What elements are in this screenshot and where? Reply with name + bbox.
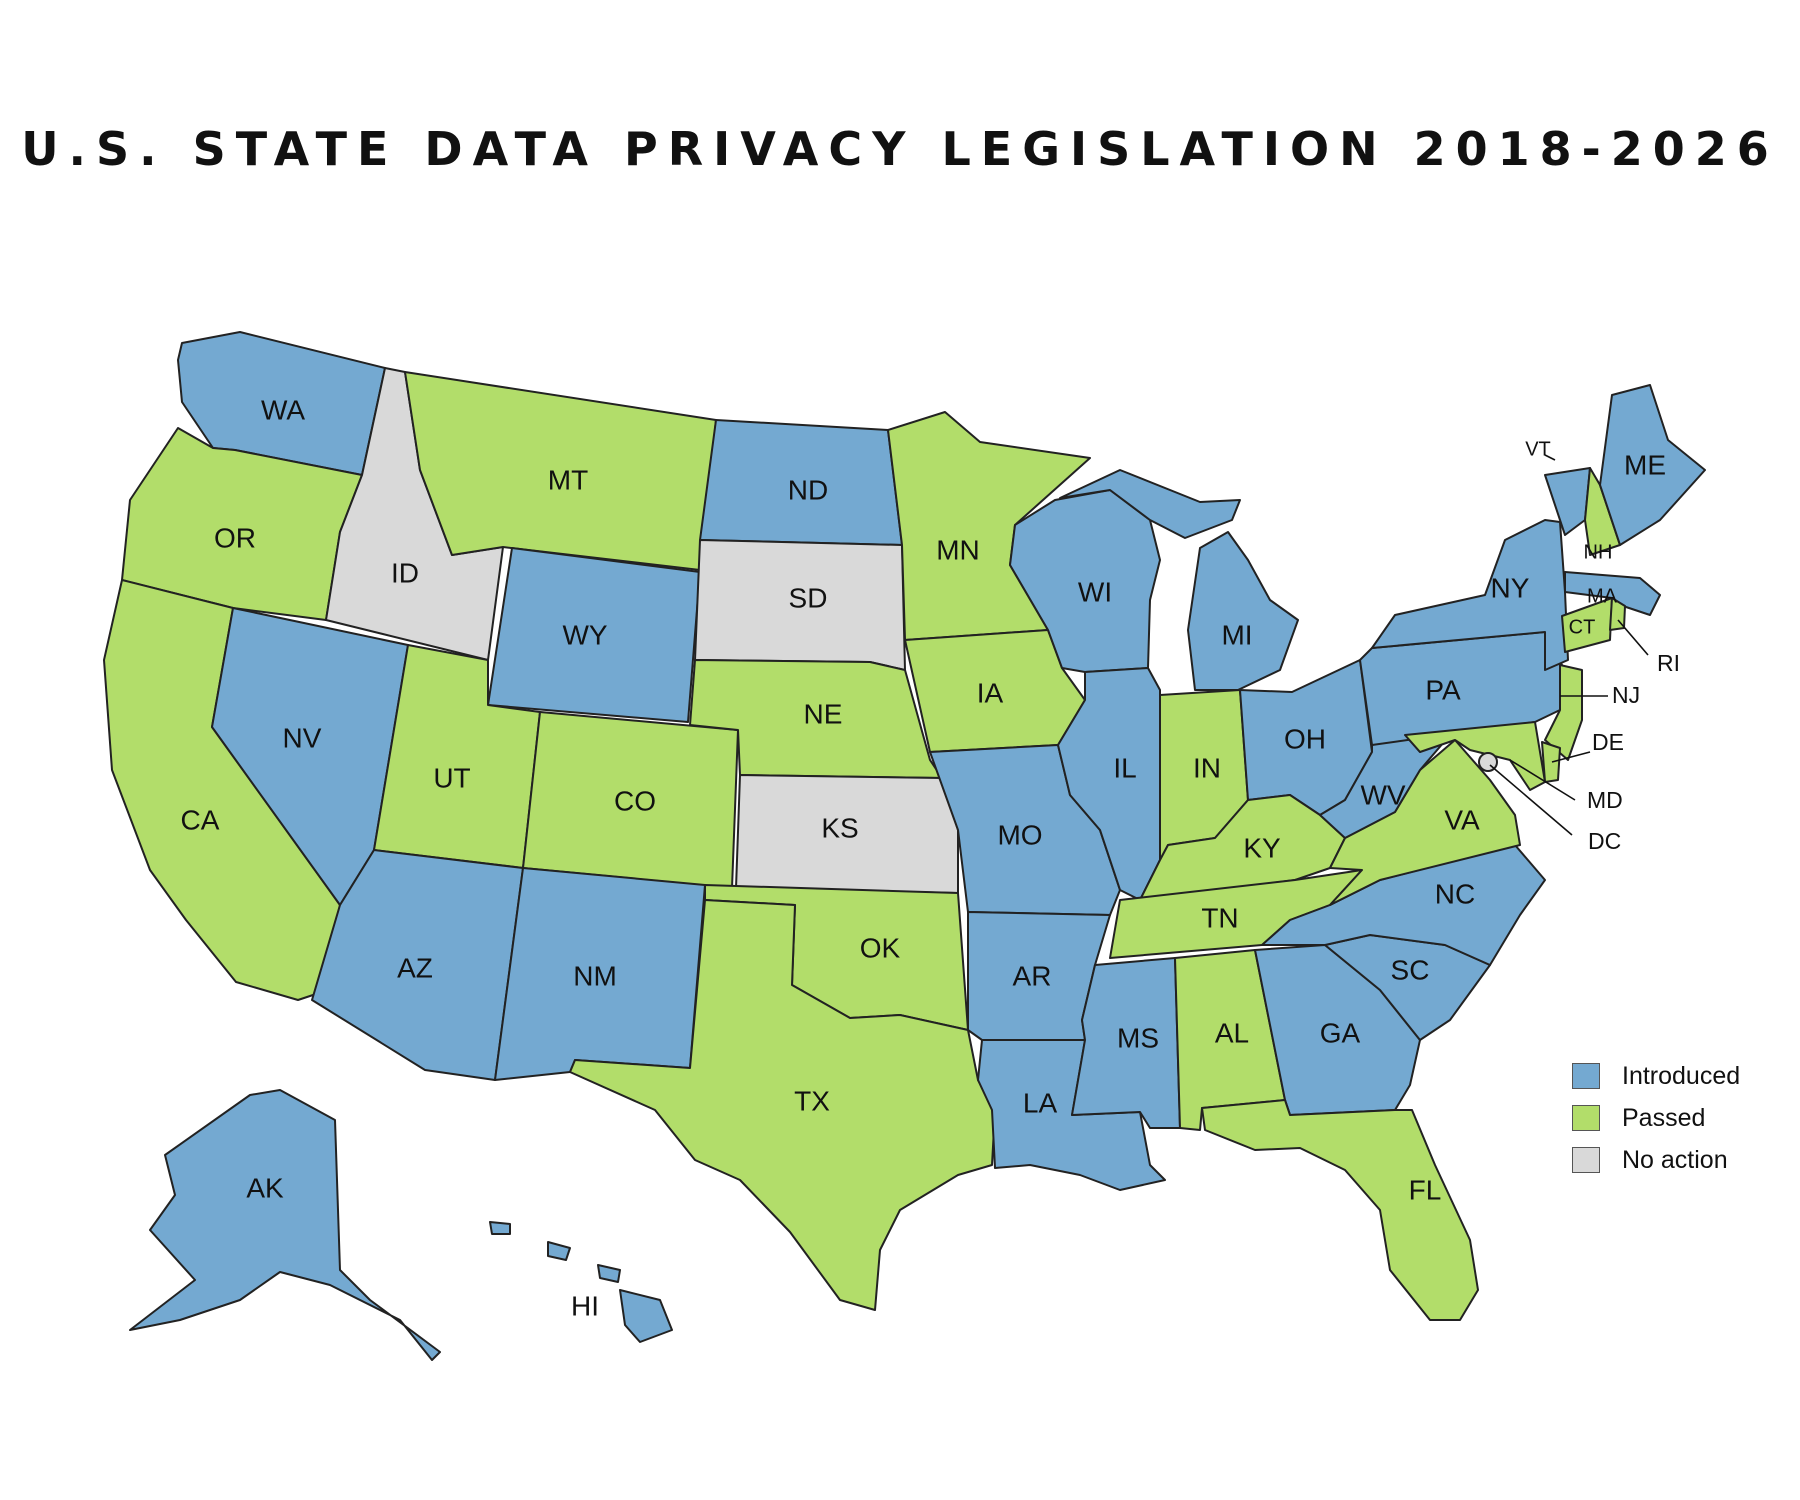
state-label-MD: MD [1587,787,1623,813]
state-label-SC: SC [1391,954,1430,985]
state-shape-HI-2[interactable] [597,1264,621,1283]
state-label-DC: DC [1588,828,1621,854]
state-shape-HI-4[interactable] [489,1221,511,1235]
legend-item-passed: Passed [1572,1097,1740,1139]
state-label-IA: IA [977,677,1004,708]
state-shape-IL[interactable] [1057,667,1161,901]
leader-line-DC [1489,764,1573,836]
legend-swatch-passed [1572,1105,1600,1131]
state-label-WI: WI [1078,576,1112,607]
state-label-LA: LA [1023,1087,1058,1118]
state-shape-NJ[interactable] [1544,664,1583,761]
state-label-IN: IN [1193,752,1221,783]
legend-label-no-action: No action [1622,1145,1728,1174]
state-label-ND: ND [788,474,828,505]
legend-item-no-action: No action [1572,1139,1740,1181]
state-shape-MI[interactable] [1187,531,1299,691]
state-label-NH: NH [1584,541,1613,563]
state-label-NV: NV [283,722,322,753]
state-label-AR: AR [1013,960,1052,991]
state-label-VT: VT [1525,438,1551,460]
state-label-TN: TN [1201,902,1238,933]
state-label-CO: CO [614,785,656,816]
state-label-MT: MT [548,464,588,495]
state-label-NJ: NJ [1612,682,1640,708]
leader-line-VT [1544,454,1556,461]
state-label-VA: VA [1444,804,1480,835]
state-label-MO: MO [997,819,1042,850]
state-label-FL: FL [1409,1174,1442,1205]
legend: Introduced Passed No action [1572,1055,1740,1181]
state-label-MS: MS [1117,1022,1159,1053]
leader-line-RI [1617,619,1649,656]
state-label-CT: CT [1569,616,1596,638]
state-shape-ME[interactable] [1599,384,1706,546]
state-label-GA: GA [1320,1017,1361,1048]
state-label-WV: WV [1360,779,1405,810]
state-shape-TX[interactable] [569,899,996,1311]
state-shape-DE[interactable] [1541,741,1561,783]
state-shape-KS[interactable] [735,774,959,894]
legend-label-introduced: Introduced [1622,1061,1741,1090]
legend-swatch-introduced [1572,1063,1600,1089]
state-shape-HI-1[interactable] [619,1289,673,1343]
state-label-DE: DE [1592,729,1624,755]
state-label-ME: ME [1624,449,1666,480]
state-label-AL: AL [1215,1017,1249,1048]
state-label-NY: NY [1491,572,1530,603]
legend-label-passed: Passed [1622,1103,1706,1132]
state-label-WY: WY [562,619,607,650]
legend-swatch-no-action [1572,1147,1600,1173]
state-label-AK: AK [246,1172,284,1203]
state-shape-CT[interactable] [1561,597,1613,653]
leader-line-DE [1551,751,1591,763]
state-label-HI: HI [571,1290,599,1321]
state-shape-NC[interactable] [1261,844,1546,966]
state-label-AZ: AZ [397,952,433,983]
state-shape-NH[interactable] [1584,467,1621,556]
state-label-PA: PA [1425,674,1461,705]
state-label-RI: RI [1657,650,1680,676]
state-label-NC: NC [1435,878,1475,909]
state-label-OK: OK [860,932,901,963]
legend-item-introduced: Introduced [1572,1055,1740,1097]
state-label-KS: KS [821,812,858,843]
state-shape-HI-3[interactable] [547,1241,571,1261]
leader-line-MD [1509,759,1576,801]
state-label-SD: SD [789,582,828,613]
state-shape-AK[interactable] [129,1089,441,1361]
state-label-OH: OH [1284,723,1326,754]
state-label-NE: NE [804,698,843,729]
state-label-UT: UT [433,762,470,793]
state-label-KY: KY [1243,832,1281,863]
state-label-TX: TX [794,1085,830,1116]
state-label-MN: MN [936,534,980,565]
state-shape-WY[interactable] [487,547,701,723]
state-label-MI: MI [1221,619,1252,650]
state-shape-MI-up[interactable] [1059,469,1241,539]
state-label-IL: IL [1113,752,1136,783]
state-label-ID: ID [391,557,419,588]
state-label-NM: NM [573,960,617,991]
page-title: U.S. STATE DATA PRIVACY LEGISLATION 2018… [21,122,1779,176]
state-label-OR: OR [214,522,256,553]
state-label-WA: WA [261,394,305,425]
state-label-MA: MA [1587,585,1618,607]
state-shape-FL[interactable] [1201,1099,1479,1321]
state-label-CA: CA [181,804,220,835]
